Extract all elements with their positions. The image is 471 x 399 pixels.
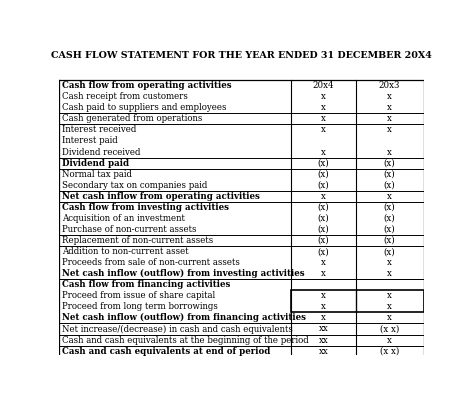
Text: Dividend paid: Dividend paid xyxy=(62,158,129,168)
Text: (x): (x) xyxy=(383,236,395,245)
Text: x: x xyxy=(321,192,326,201)
Text: x: x xyxy=(387,291,392,300)
Text: (x): (x) xyxy=(317,170,329,179)
Text: 20x3: 20x3 xyxy=(379,81,400,90)
Text: Cash and cash equivalents at the beginning of the period: Cash and cash equivalents at the beginni… xyxy=(62,336,309,345)
Text: Interest received: Interest received xyxy=(62,125,136,134)
Text: Cash generated from operations: Cash generated from operations xyxy=(62,115,202,123)
Text: Net increase/(decrease) in cash and cash equivalents: Net increase/(decrease) in cash and cash… xyxy=(62,324,292,334)
Text: x: x xyxy=(321,291,326,300)
Text: Proceeds from sale of non-current assets: Proceeds from sale of non-current assets xyxy=(62,258,240,267)
Text: (x x): (x x) xyxy=(380,324,399,334)
Text: Dividend received: Dividend received xyxy=(62,148,140,156)
Text: Net cash inflow (outflow) from financing activities: Net cash inflow (outflow) from financing… xyxy=(62,313,306,322)
Text: (x): (x) xyxy=(383,203,395,212)
Text: Secondary tax on companies paid: Secondary tax on companies paid xyxy=(62,181,207,190)
Text: Purchase of non-current assets: Purchase of non-current assets xyxy=(62,225,196,234)
Text: (x x): (x x) xyxy=(380,347,399,356)
Text: Proceed from issue of share capital: Proceed from issue of share capital xyxy=(62,291,215,300)
Text: x: x xyxy=(387,269,392,278)
Text: x: x xyxy=(321,258,326,267)
Text: Replacement of non-current assets: Replacement of non-current assets xyxy=(62,236,213,245)
Text: Normal tax paid: Normal tax paid xyxy=(62,170,132,179)
Text: xx: xx xyxy=(319,324,328,334)
Text: Addition to non-current asset: Addition to non-current asset xyxy=(62,247,188,256)
Bar xyxy=(291,290,424,312)
Text: 20x4: 20x4 xyxy=(313,81,334,90)
Text: x: x xyxy=(321,269,326,278)
Text: x: x xyxy=(387,148,392,156)
Text: xx: xx xyxy=(319,336,328,345)
Text: (x): (x) xyxy=(317,181,329,190)
Text: Cash flow from operating activities: Cash flow from operating activities xyxy=(62,81,231,90)
Text: x: x xyxy=(321,92,326,101)
Text: x: x xyxy=(387,115,392,123)
Text: (x): (x) xyxy=(317,158,329,168)
Text: (x): (x) xyxy=(317,214,329,223)
Text: Cash flow from financing activities: Cash flow from financing activities xyxy=(62,280,230,289)
Text: x: x xyxy=(387,258,392,267)
Text: x: x xyxy=(321,148,326,156)
Text: Net cash inflow from operating activities: Net cash inflow from operating activitie… xyxy=(62,192,260,201)
Text: (x): (x) xyxy=(317,203,329,212)
Text: x: x xyxy=(321,125,326,134)
Text: x: x xyxy=(387,103,392,112)
Text: (x): (x) xyxy=(383,214,395,223)
Text: (x): (x) xyxy=(383,181,395,190)
Text: x: x xyxy=(321,314,326,322)
Text: Cash and cash equivalents at end of period: Cash and cash equivalents at end of peri… xyxy=(62,347,270,356)
Text: Cash paid to suppliers and employees: Cash paid to suppliers and employees xyxy=(62,103,226,112)
Text: x: x xyxy=(321,302,326,311)
Text: x: x xyxy=(321,115,326,123)
Text: Cash receipt from customers: Cash receipt from customers xyxy=(62,92,187,101)
Text: Acquisition of an investment: Acquisition of an investment xyxy=(62,214,185,223)
Text: (x): (x) xyxy=(383,225,395,234)
Text: x: x xyxy=(387,314,392,322)
Text: (x): (x) xyxy=(317,247,329,256)
Text: Interest paid: Interest paid xyxy=(62,136,118,146)
Text: (x): (x) xyxy=(383,158,395,168)
Text: Proceed from long term borrowings: Proceed from long term borrowings xyxy=(62,302,218,311)
Text: xx: xx xyxy=(319,347,328,356)
Text: x: x xyxy=(387,92,392,101)
Text: x: x xyxy=(387,192,392,201)
Text: CASH FLOW STATEMENT FOR THE YEAR ENDED 31 DECEMBER 20X4: CASH FLOW STATEMENT FOR THE YEAR ENDED 3… xyxy=(51,51,432,60)
Text: x: x xyxy=(387,336,392,345)
Text: (x): (x) xyxy=(317,236,329,245)
Text: (x): (x) xyxy=(383,247,395,256)
Text: x: x xyxy=(387,125,392,134)
Text: x: x xyxy=(321,103,326,112)
Text: Net cash inflow (outflow) from investing activities: Net cash inflow (outflow) from investing… xyxy=(62,269,304,278)
Text: x: x xyxy=(387,302,392,311)
Text: (x): (x) xyxy=(317,225,329,234)
Text: Cash flow from investing activities: Cash flow from investing activities xyxy=(62,203,229,212)
Text: (x): (x) xyxy=(383,170,395,179)
